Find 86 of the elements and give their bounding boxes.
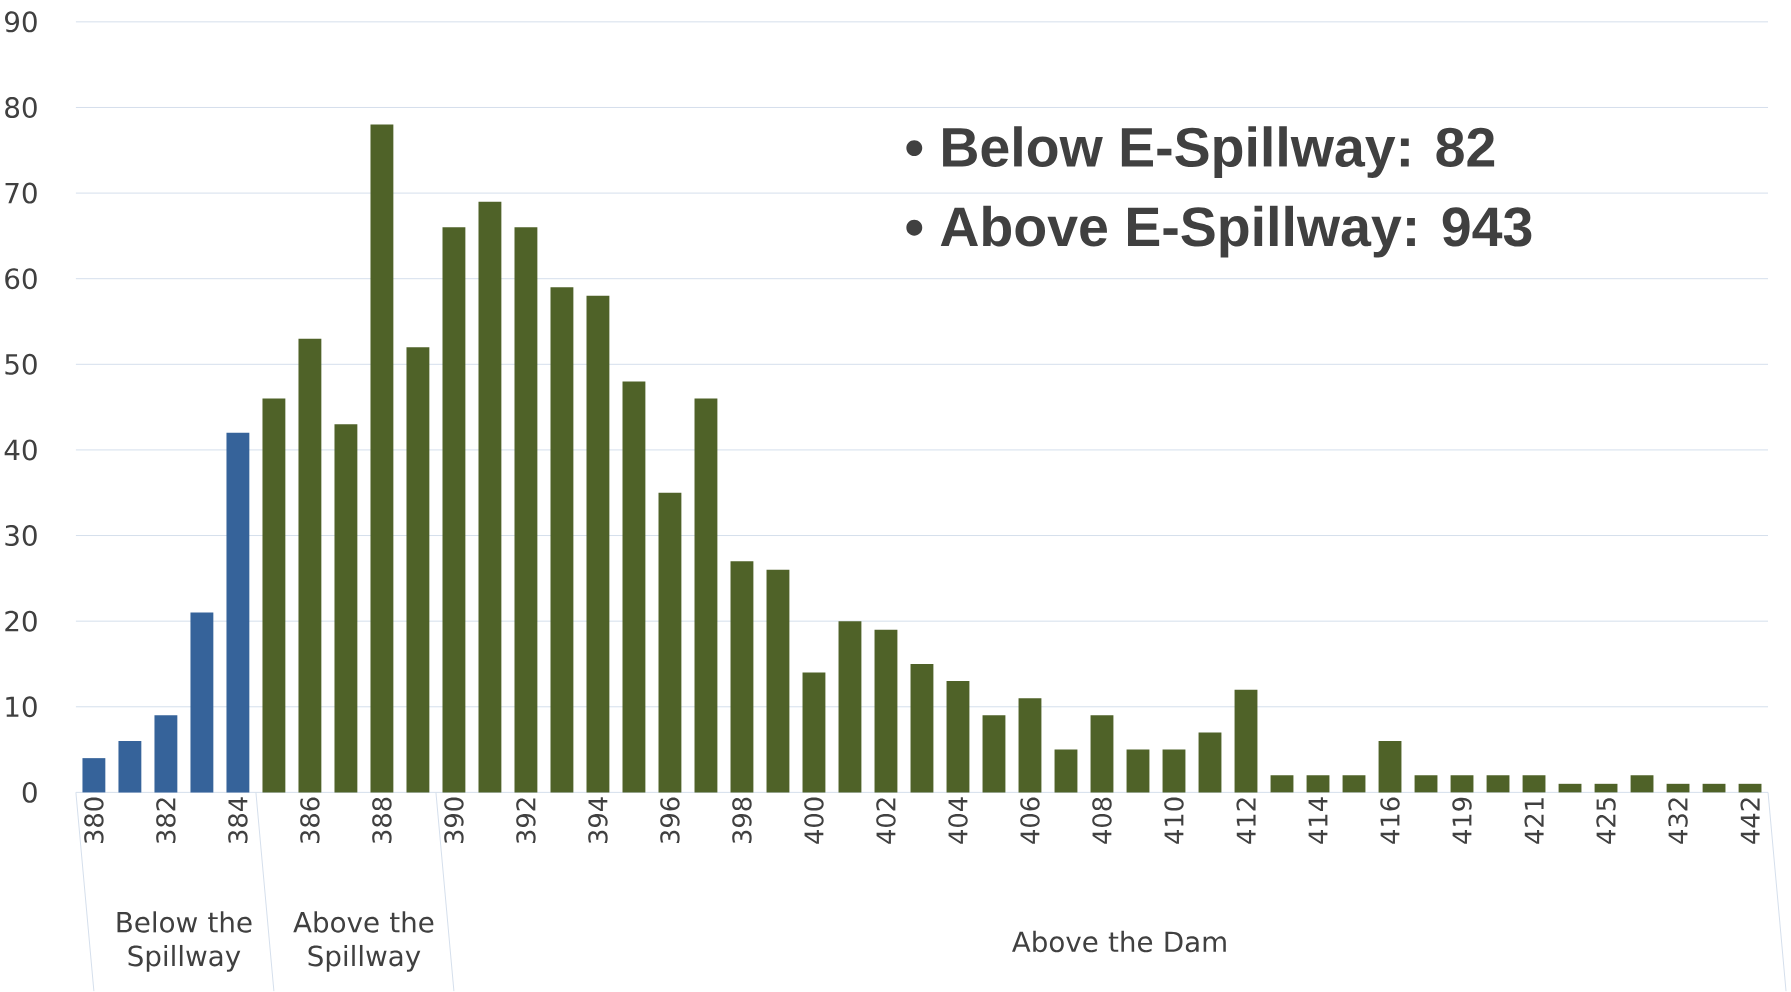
x-tick-label: 380 — [84, 797, 104, 844]
x-tick-label: 394 — [588, 797, 608, 844]
bar — [1090, 715, 1114, 793]
x-tick-label: 386 — [300, 797, 320, 844]
x-tick-label: 398 — [732, 797, 752, 844]
y-tick-label: 70 — [5, 182, 37, 204]
bar — [1594, 783, 1618, 793]
y-tick-label: 80 — [5, 97, 37, 119]
bar — [1378, 741, 1402, 793]
bar — [550, 287, 574, 793]
bar — [586, 295, 610, 793]
x-tick-label: 414 — [1308, 797, 1328, 844]
x-tick-label: 442 — [1740, 798, 1760, 844]
bar — [1198, 732, 1222, 793]
bar — [1306, 775, 1330, 793]
x-tick-label: 404 — [948, 797, 968, 844]
bar — [1018, 698, 1042, 793]
bar — [298, 338, 322, 793]
x-tick-label: 432 — [1668, 798, 1688, 844]
bar — [82, 758, 106, 793]
x-tick-label: 416 — [1380, 797, 1400, 844]
text: Above the Dam — [1012, 930, 1226, 953]
bar — [514, 227, 538, 793]
bar — [874, 629, 898, 793]
x-tick-label: 384 — [228, 797, 248, 844]
bar — [334, 424, 358, 793]
y-tick-label: 20 — [5, 610, 37, 632]
y-tick-label: 60 — [5, 268, 37, 290]
bar — [442, 227, 466, 793]
x-tick-label: 425 — [1596, 798, 1616, 844]
bar — [1558, 783, 1582, 793]
bar — [370, 124, 394, 793]
bar — [118, 741, 142, 793]
y-tick-label: 50 — [5, 353, 37, 375]
y-tick-label: 0 — [22, 782, 37, 803]
bar — [1342, 775, 1366, 793]
bar — [1486, 775, 1510, 793]
y-tick-label: 90 — [5, 11, 37, 33]
x-tick-label: 402 — [876, 798, 896, 844]
x-tick-label: 419 — [1452, 797, 1472, 844]
bar — [1054, 749, 1078, 793]
bar — [1270, 775, 1294, 793]
bar — [802, 672, 826, 793]
bar — [262, 398, 286, 793]
y-tick-label: 10 — [6, 696, 37, 718]
bar — [1738, 783, 1762, 793]
x-tick-label: 400 — [804, 797, 824, 844]
bar — [154, 715, 178, 793]
x-tick-label: 396 — [660, 797, 680, 844]
bar — [226, 432, 250, 793]
bar — [1630, 775, 1654, 793]
x-tick-label: 390 — [444, 797, 464, 844]
x-tick-label: 421 — [1524, 798, 1544, 844]
x-tick-label: 388 — [372, 797, 392, 844]
bar — [190, 612, 214, 793]
y-tick-label: 30 — [5, 525, 37, 547]
bar — [1234, 689, 1258, 793]
bar — [982, 715, 1006, 793]
x-tick-label: 408 — [1092, 797, 1112, 844]
bar — [730, 561, 754, 793]
text: Below the Spillway — [117, 911, 252, 972]
bar — [1162, 749, 1186, 793]
x-tick-label: 382 — [156, 798, 176, 844]
bar — [1126, 749, 1150, 793]
text: Above the Spillway — [293, 911, 434, 972]
bar — [478, 201, 502, 793]
bar — [622, 381, 646, 793]
bar — [1414, 775, 1438, 793]
bar — [658, 492, 682, 793]
bar — [1450, 775, 1474, 793]
bar — [766, 569, 790, 793]
x-tick-label: 412 — [1236, 798, 1256, 844]
bar — [910, 664, 934, 793]
bar — [694, 398, 718, 793]
x-tick-label: 392 — [516, 798, 536, 844]
bar — [838, 621, 862, 793]
bar — [1702, 783, 1726, 793]
x-tick-label: 406 — [1020, 797, 1040, 844]
x-tick-label: 410 — [1164, 797, 1184, 844]
y-tick-label: 40 — [4, 439, 37, 461]
bar — [1522, 775, 1546, 793]
bar — [406, 347, 430, 793]
bar — [1666, 783, 1690, 793]
annotation: • Above E-Spillway: 943 — [906, 205, 1532, 258]
bar — [946, 681, 970, 793]
annotation: • Below E-Spillway: 82 — [906, 126, 1495, 179]
